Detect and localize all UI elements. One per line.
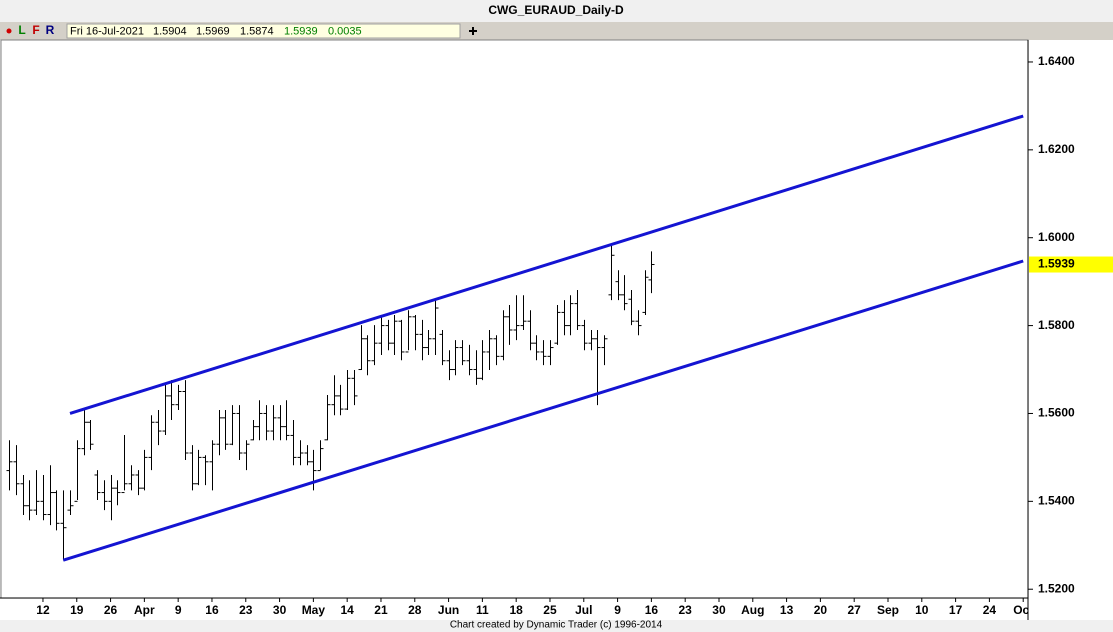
time-labels: 12 19 26 Apr 9 16 23 30 May 14 21 28 Jun 11 18 25 Jul 9 16… bbox=[36, 603, 1033, 617]
x-tick-label: 20 bbox=[814, 603, 828, 617]
x-tick-label: 28 bbox=[408, 603, 422, 617]
x-tick-label: Sep bbox=[877, 603, 899, 617]
plot-marks bbox=[6, 114, 1024, 562]
y-tick-label: 1.5200 bbox=[1038, 581, 1075, 595]
x-tick-label: Oct bbox=[1013, 603, 1033, 617]
time-axis-area bbox=[0, 599, 1029, 620]
x-tick-label: 9 bbox=[614, 603, 621, 617]
bar-low: 1.5874 bbox=[240, 25, 274, 37]
x-tick-label: 13 bbox=[780, 603, 794, 617]
plot-area bbox=[0, 39, 1029, 599]
x-tick-label: 27 bbox=[848, 603, 862, 617]
footer: Chart created by Dynamic Trader (c) 1996… bbox=[450, 620, 663, 631]
bar-close: 1.5939 bbox=[284, 25, 318, 37]
y-tick-label: 1.6000 bbox=[1038, 230, 1075, 244]
x-tick-label: 25 bbox=[543, 603, 557, 617]
toolbar-button[interactable]: F bbox=[32, 23, 39, 37]
trend-line bbox=[69, 114, 1024, 415]
x-tick-label: 16 bbox=[645, 603, 659, 617]
x-tick-label: Apr bbox=[134, 603, 155, 617]
x-tick-label: 17 bbox=[949, 603, 963, 617]
bar-change: 0.0035 bbox=[328, 25, 362, 37]
last-price-label: 1.5939 bbox=[1038, 257, 1075, 271]
x-tick-label: 14 bbox=[340, 603, 354, 617]
x-tick-label: 16 bbox=[205, 603, 219, 617]
x-tick-label: Aug bbox=[741, 603, 764, 617]
y-tick-label: 1.5800 bbox=[1038, 318, 1075, 332]
x-tick-label: 26 bbox=[104, 603, 118, 617]
bar-open: 1.5904 bbox=[153, 25, 187, 37]
x-tick-label: 12 bbox=[36, 603, 50, 617]
x-tick-label: 18 bbox=[510, 603, 524, 617]
y-tick-label: 1.5600 bbox=[1038, 406, 1075, 420]
x-tick-label: 21 bbox=[374, 603, 388, 617]
trend-line bbox=[62, 259, 1024, 562]
y-tick-label: 1.6400 bbox=[1038, 54, 1075, 68]
toolbar-button[interactable]: L bbox=[18, 23, 25, 37]
x-tick-label: 10 bbox=[915, 603, 929, 617]
x-tick-label: 30 bbox=[712, 603, 726, 617]
x-tick-label: May bbox=[302, 603, 326, 617]
x-tick-label: 9 bbox=[175, 603, 182, 617]
toolbar-button[interactable]: R bbox=[46, 23, 55, 37]
x-tick-label: 23 bbox=[679, 603, 693, 617]
chart-title: CWG_EURAUD_Daily-D bbox=[488, 3, 624, 17]
last-price-tag bbox=[1029, 256, 1113, 273]
x-tick-label: Jul bbox=[575, 603, 592, 617]
x-tick-label: 11 bbox=[476, 603, 489, 617]
x-tick-label: 30 bbox=[273, 603, 287, 617]
y-tick-label: 1.6200 bbox=[1038, 142, 1075, 156]
y-tick-label: 1.5400 bbox=[1038, 494, 1075, 508]
price-axis-area bbox=[1029, 40, 1113, 620]
x-tick-label: Jun bbox=[438, 603, 459, 617]
add-button[interactable] bbox=[469, 27, 477, 35]
x-tick-label: 23 bbox=[239, 603, 253, 617]
bar-date: Fri 16-Jul-2021 bbox=[70, 25, 144, 37]
x-tick-label: 24 bbox=[983, 603, 997, 617]
data-box bbox=[66, 23, 461, 39]
bar-high: 1.5969 bbox=[196, 25, 230, 37]
x-tick-label: 19 bbox=[70, 603, 84, 617]
title-bar bbox=[0, 0, 1113, 22]
record-dot[interactable] bbox=[6, 28, 12, 34]
